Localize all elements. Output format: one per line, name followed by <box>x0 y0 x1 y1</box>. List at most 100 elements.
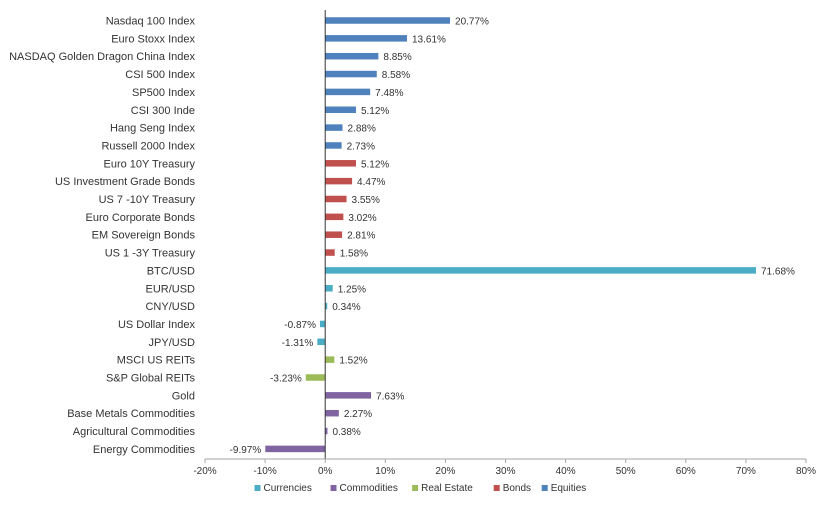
bar-csi-300-inde <box>325 106 356 113</box>
data-label: -9.97% <box>230 445 262 456</box>
category-label: Base Metals Commodities <box>67 408 195 420</box>
category-label: Euro Stoxx Index <box>111 33 195 45</box>
bar-euro-corporate-bonds <box>325 213 344 221</box>
bar-nasdaq-100-index <box>325 17 451 24</box>
category-label: EM Sovereign Bonds <box>92 230 196 242</box>
bar-hang-seng-index <box>325 124 343 131</box>
data-label: 20.77% <box>455 17 489 28</box>
category-label: MSCI US REITs <box>117 355 196 367</box>
data-label: 1.25% <box>338 284 366 295</box>
legend-label-equities: Equities <box>551 483 587 494</box>
x-tick-label: 40% <box>556 466 576 477</box>
category-label: Euro 10Y Treasury <box>103 158 195 170</box>
x-tick-label: 0% <box>318 466 333 477</box>
category-label: CSI 500 Index <box>125 69 195 81</box>
category-label: NASDAQ Golden Dragon China Index <box>9 51 195 63</box>
legend-swatch-equities <box>541 485 548 491</box>
bar-euro-stoxx-index <box>325 35 407 42</box>
data-label: 8.58% <box>382 70 410 81</box>
data-label: 4.47% <box>357 177 385 188</box>
bar-s-p-global-reits <box>305 374 326 381</box>
bar-us-dollar-index <box>319 320 326 328</box>
data-label: 0.38% <box>332 427 360 438</box>
category-label: SP500 Index <box>132 87 195 99</box>
category-label: Agricultural Commodities <box>73 426 196 438</box>
bar-nasdaq-golden-dragon-china-index <box>325 52 379 60</box>
data-label: 13.61% <box>412 34 446 45</box>
x-tick-label: 30% <box>495 466 515 477</box>
x-tick-label: -20% <box>193 466 216 477</box>
category-label: Energy Commodities <box>93 444 196 456</box>
bar-eur-usd <box>325 285 333 292</box>
data-label: 8.85% <box>383 52 411 63</box>
category-label: US Dollar Index <box>118 319 196 331</box>
category-label: CSI 300 Inde <box>131 105 195 117</box>
bar-btc-usd <box>325 267 756 274</box>
x-tick-label: -10% <box>253 466 276 477</box>
value-labels: 20.77% 13.61%8.85% 8.58% 7.48% 5.12% 2.88% 2.7… <box>230 17 795 456</box>
legend-label-bonds: Bonds <box>503 483 531 494</box>
category-label: JPY/USD <box>149 337 196 349</box>
category-label: Russell 2000 Index <box>101 140 195 152</box>
legend-label-currencies: Currencies <box>264 483 312 494</box>
bar-cny-usd <box>325 302 328 310</box>
bar-sp500-index <box>325 88 371 96</box>
bar-euro-10y-treasury <box>325 160 356 167</box>
category-label: S&P Global REITs <box>106 373 196 385</box>
x-tick-label: 20% <box>435 466 455 477</box>
data-label: 2.27% <box>344 409 372 420</box>
x-axis: -20% -10% 0% 10% 20% 30% 40% 50% 60% 70% 80% <box>193 458 816 477</box>
data-label: -1.31% <box>282 338 314 349</box>
bar-csi-500-index <box>325 70 377 78</box>
category-label: US 7 -10Y Treasury <box>99 194 196 206</box>
category-label: Gold <box>172 390 195 402</box>
legend: Currencies Commodities Real Estate Bonds Equ… <box>254 483 587 494</box>
data-label: 7.63% <box>376 391 404 402</box>
bar-msci-us-reits <box>325 356 335 363</box>
bar-em-sovereign-bonds <box>325 231 343 238</box>
bar-base-metals-commodities <box>325 409 339 417</box>
x-tick-label: 70% <box>736 466 756 477</box>
data-label: 3.55% <box>352 195 380 206</box>
bar-agricultural-commodities <box>325 427 328 435</box>
category-label: EUR/USD <box>145 283 195 295</box>
category-label: BTC/USD <box>147 265 195 277</box>
legend-label-commodities: Commodities <box>340 483 398 494</box>
data-label: 2.88% <box>348 124 376 135</box>
bar-us-7-10y-treasury <box>325 195 347 203</box>
x-tick-label: 80% <box>796 466 816 477</box>
bar-gold <box>325 392 372 399</box>
category-label: US Investment Grade Bonds <box>55 176 196 188</box>
category-labels: Nasdaq 100 Index Euro Stoxx Index NASDAQ G… <box>9 16 195 456</box>
data-label: 5.12% <box>361 159 389 170</box>
legend-swatch-commodities <box>330 485 337 491</box>
bar-us-1-3y-treasury <box>325 249 335 256</box>
category-label: Nasdaq 100 Index <box>106 16 196 28</box>
data-label: 0.34% <box>332 302 360 313</box>
bar-russell-2000-index <box>325 142 342 149</box>
data-label: 3.02% <box>348 213 376 224</box>
bar-us-investment-grade-bonds <box>325 177 353 185</box>
legend-swatch-currencies <box>254 485 261 491</box>
data-label: 1.52% <box>339 356 367 367</box>
data-label: 2.73% <box>347 141 375 152</box>
category-label: Euro Corporate Bonds <box>86 212 196 224</box>
x-tick-label: 50% <box>616 466 636 477</box>
data-label: 5.12% <box>361 106 389 117</box>
x-tick-label: 60% <box>676 466 696 477</box>
data-label: -0.87% <box>284 320 316 331</box>
category-label: Hang Seng Index <box>110 123 196 135</box>
data-label: 1.58% <box>340 249 368 260</box>
legend-swatch-real-estate <box>412 485 419 491</box>
data-label: -3.23% <box>270 374 302 385</box>
bar-jpy-usd <box>317 338 326 346</box>
category-label: CNY/USD <box>145 301 195 313</box>
data-label: 71.68% <box>761 266 795 277</box>
legend-label-real-estate: Real Estate <box>421 483 473 494</box>
bars-group <box>265 17 756 453</box>
data-label: 2.81% <box>347 231 375 242</box>
legend-swatch-bonds <box>493 485 500 491</box>
x-tick-label: 10% <box>375 466 395 477</box>
